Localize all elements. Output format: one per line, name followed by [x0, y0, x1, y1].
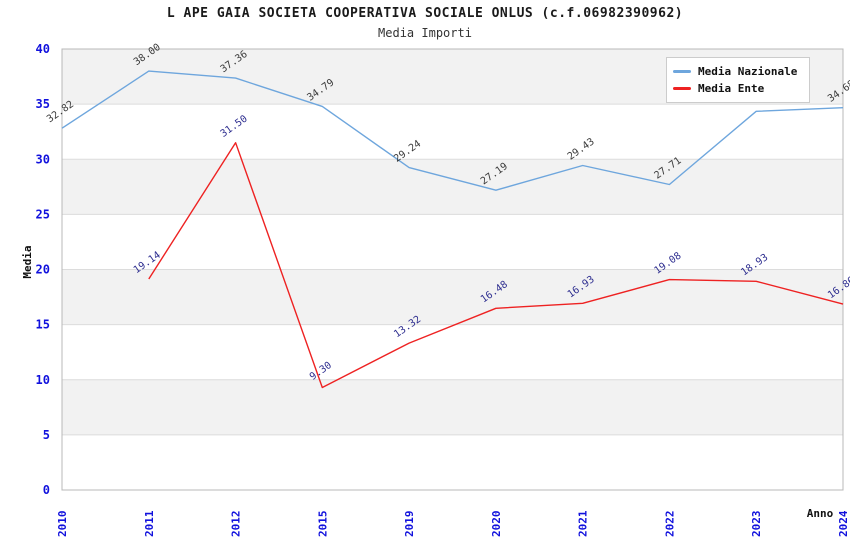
plot-border	[61, 48, 844, 491]
series-line-media-nazionale	[61, 70, 844, 191]
x-tick-label: 2021	[577, 510, 590, 537]
x-axis-title: Anno	[807, 507, 834, 520]
x-tick-label: 2023	[750, 511, 763, 538]
point-label: 31.50	[219, 114, 250, 140]
legend-swatch-blue-line	[673, 69, 691, 73]
x-tick-label: 2019	[403, 511, 416, 538]
x-tick-label: 2020	[490, 510, 503, 537]
y-tick-label: 30	[36, 152, 50, 166]
legend-swatch-red-line	[673, 87, 691, 91]
y-tick-label: 25	[36, 207, 50, 221]
y-tick-label: 20	[36, 263, 50, 277]
y-axis-title: Media	[21, 245, 34, 278]
legend: Media Nazionale Media Ente	[666, 57, 810, 103]
series-line-media-ente	[148, 141, 844, 389]
x-tick-label: 2024	[837, 510, 850, 537]
plot-band	[62, 159, 843, 215]
x-tick-label: 2011	[143, 510, 156, 537]
y-tick-label: 35	[36, 97, 50, 111]
point-label: 29.43	[566, 136, 597, 162]
legend-label: Media Nazionale	[698, 64, 798, 78]
legend-label: Media Ente	[698, 82, 765, 96]
y-tick-label: 10	[36, 373, 50, 387]
x-tick-label: 2012	[230, 511, 243, 538]
x-tick-label: 2015	[316, 511, 329, 538]
x-tick-label: 2010	[56, 511, 69, 538]
x-tick-label: 2022	[663, 511, 676, 538]
chart-title: L APE GAIA SOCIETA COOPERATIVA SOCIALE O…	[166, 6, 684, 21]
legend-item-media-nazionale: Media Nazionale	[673, 65, 803, 78]
plot-band	[62, 379, 843, 435]
y-tick-label: 5	[43, 428, 50, 442]
y-tick-label: 0	[43, 483, 50, 497]
y-tick-label: 40	[36, 42, 50, 56]
chart-subtitle: Media Importi	[378, 26, 472, 40]
legend-item-media-ente: Media Ente	[673, 82, 803, 95]
plot-band	[62, 269, 843, 325]
y-tick-label: 15	[36, 318, 50, 332]
